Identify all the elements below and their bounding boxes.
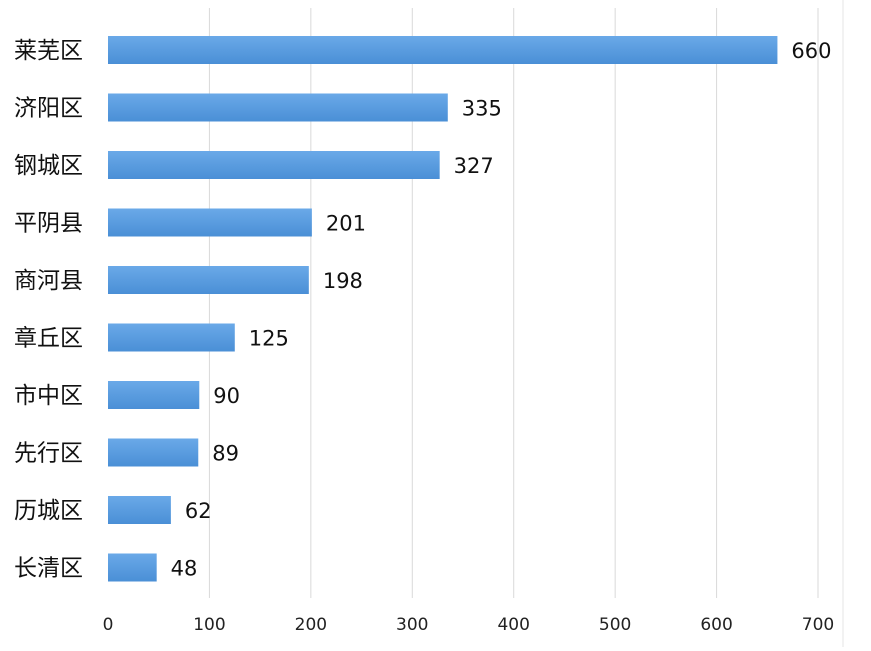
- bar: [108, 36, 778, 64]
- bar: [108, 553, 157, 582]
- data-label: 90: [213, 384, 240, 408]
- x-tick-label: 100: [193, 615, 225, 635]
- x-tick-label: 500: [599, 615, 631, 635]
- category-label: 先行区: [14, 441, 83, 467]
- data-label: 198: [323, 269, 363, 293]
- x-tick-label: 300: [396, 615, 428, 635]
- category-label: 济阳区: [14, 96, 83, 122]
- bar: [108, 93, 448, 122]
- bar: [108, 496, 171, 524]
- category-label: 平阴县: [14, 211, 83, 237]
- bars-group: [108, 36, 778, 582]
- x-tick-label: 700: [802, 615, 834, 635]
- data-label: 62: [185, 499, 212, 523]
- bar: [108, 323, 235, 352]
- data-label: 89: [212, 442, 239, 466]
- category-label: 钢城区: [14, 153, 83, 179]
- data-label: 201: [326, 212, 366, 236]
- category-label: 商河县: [14, 268, 83, 294]
- data-label: 335: [462, 97, 502, 121]
- category-label: 长清区: [14, 556, 83, 582]
- bar: [108, 438, 199, 467]
- x-axis-ticks: 0 100 200 300 400 500 600 700: [103, 615, 835, 635]
- data-label: 660: [791, 39, 831, 63]
- data-label: 327: [454, 154, 494, 178]
- data-label: 48: [171, 557, 198, 581]
- category-label: 莱芜区: [14, 38, 83, 64]
- x-tick-label: 200: [295, 615, 327, 635]
- x-tick-label: 600: [700, 615, 732, 635]
- value-labels: 660 335 327 201 198 125 90 89 62 48: [171, 39, 832, 581]
- bar: [108, 266, 309, 294]
- bar: [108, 381, 200, 409]
- x-tick-label: 400: [497, 615, 529, 635]
- category-label: 市中区: [14, 383, 83, 409]
- x-tick-label: 0: [103, 615, 114, 635]
- category-label: 历城区: [14, 498, 83, 524]
- bar: [108, 151, 440, 179]
- category-label: 章丘区: [14, 326, 83, 352]
- bar: [108, 208, 312, 237]
- data-label: 125: [249, 327, 289, 351]
